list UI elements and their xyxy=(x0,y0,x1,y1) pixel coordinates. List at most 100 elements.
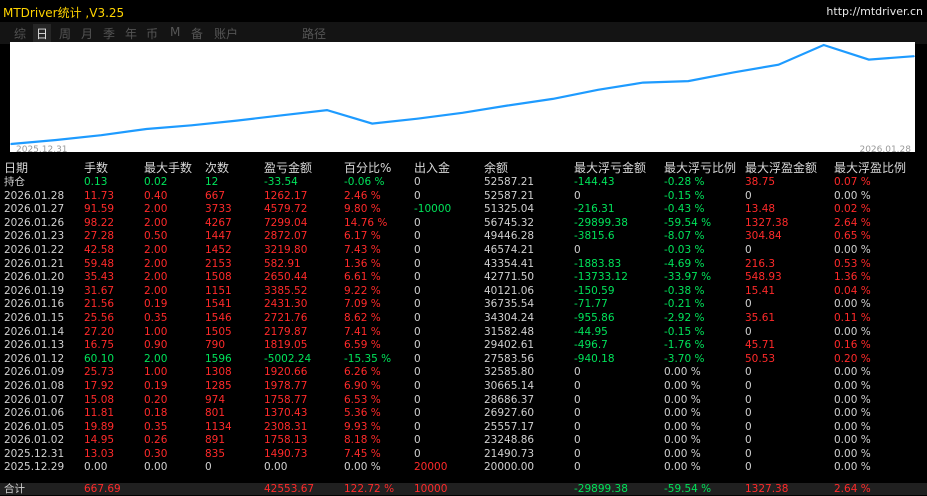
column-header[interactable]: 最大浮盈比例 xyxy=(834,161,907,175)
tab-2[interactable]: 周 xyxy=(59,27,72,41)
cell-mddp: 0.00 % xyxy=(664,447,701,460)
cell-count: 2153 xyxy=(205,257,232,270)
table-row[interactable]: 2026.01.28 11.73 0.40 667 1262.17 2.46 % 0 5258… xyxy=(0,190,927,204)
column-header[interactable]: 出入金 xyxy=(414,161,451,175)
table-row[interactable]: 2026.01.27 91.59 2.00 3733 4579.72 9.80 % -100… xyxy=(0,203,927,217)
column-header[interactable]: 盈亏金额 xyxy=(264,161,313,175)
cell-bal: 52587.21 xyxy=(484,189,535,202)
table-row[interactable]: 2026.01.02 14.95 0.26 891 1758.13 8.18 % 0 2324… xyxy=(0,434,927,448)
tab-0[interactable]: 综 xyxy=(14,27,27,41)
table-row[interactable]: 持仓 0.13 0.02 12 -33.54 -0.06 % 0 52587.21 -144.4… xyxy=(0,176,927,190)
cell-max_lots: 2.00 xyxy=(144,203,168,216)
cell-mdd: 0 xyxy=(574,461,581,474)
table-row[interactable]: 2026.01.23 27.28 0.50 1447 2872.07 6.17 % 0 494… xyxy=(0,230,927,244)
cell-count: 1452 xyxy=(205,243,232,256)
column-header[interactable]: 百分比% xyxy=(344,161,392,175)
cell-flow: 0 xyxy=(414,243,421,256)
tab-6[interactable]: 币 xyxy=(146,27,159,41)
cell-d: 2026.01.16 xyxy=(4,298,65,311)
table-row[interactable]: 2026.01.12 60.10 2.00 1596 -5002.24 -15.35 % 0… xyxy=(0,353,927,367)
table-row[interactable]: 2026.01.21 59.48 2.00 2153 582.91 1.36 % 0 4335… xyxy=(0,258,927,272)
cell-pnl: 1758.77 xyxy=(264,393,308,406)
column-header[interactable]: 手数 xyxy=(84,161,109,175)
table-row[interactable]: 2026.01.13 16.75 0.90 790 1819.05 6.59 % 0 2940… xyxy=(0,339,927,353)
cell-mdd: -29899.38 xyxy=(574,216,628,229)
table-row[interactable]: 2026.01.22 42.58 2.00 1452 3219.80 7.43 % 0 465… xyxy=(0,244,927,258)
cell-bal: 29402.61 xyxy=(484,339,535,352)
cell-d: 2025.12.31 xyxy=(4,447,65,460)
column-header[interactable]: 最大手数 xyxy=(144,161,193,175)
table-row[interactable]: 2026.01.26 98.22 2.00 4267 7299.04 14.76 % 0 56… xyxy=(0,217,927,231)
cell-lots: 27.28 xyxy=(84,230,115,243)
cell-bal: 43354.41 xyxy=(484,257,535,270)
table-row[interactable]: 2026.01.15 25.56 0.35 1546 2721.76 8.62 % 0 343… xyxy=(0,312,927,326)
table-row[interactable]: 2025.12.29 0.00 0.00 0 0.00 0.00 % 20000 20000.… xyxy=(0,461,927,475)
cell-mddp: -0.03 % xyxy=(664,243,705,256)
tab-4[interactable]: 季 xyxy=(103,27,116,41)
cell-lots: 19.89 xyxy=(84,420,115,433)
cell-mddp: -4.69 % xyxy=(664,257,705,270)
cell-pct: 9.80 % xyxy=(344,203,381,216)
equity-chart: 2025.12.31 2026.01.28 xyxy=(10,42,915,155)
table-row[interactable]: 2025.12.31 13.03 0.30 835 1490.73 7.45 % 0 2149… xyxy=(0,448,927,462)
cell-mfpp: 0.00 % xyxy=(834,243,871,256)
table-row[interactable]: 2026.01.14 27.20 1.00 1505 2179.87 7.41 % 0 315… xyxy=(0,326,927,340)
cell-mddp: -0.21 % xyxy=(664,298,705,311)
cell-d: 2026.01.08 xyxy=(4,379,65,392)
tab-8[interactable]: 备 xyxy=(191,27,204,41)
cell-bal: 40121.06 xyxy=(484,284,535,297)
column-header[interactable]: 余额 xyxy=(484,161,509,175)
cell-mfp: 0 xyxy=(745,447,752,460)
column-header[interactable]: 最大浮亏金额 xyxy=(574,161,647,175)
cell-mfpp: 2.64 % xyxy=(834,216,871,229)
column-header[interactable]: 次数 xyxy=(205,161,230,175)
tab-7[interactable]: M xyxy=(170,25,181,39)
table-row[interactable]: 2026.01.20 35.43 2.00 1508 2650.44 6.61 % 0 427… xyxy=(0,271,927,285)
cell-mfp: 0 xyxy=(745,379,752,392)
stats-table: 日期 手数 最大手数 次数 盈亏金额 百分比% 出入金 余额 最大浮亏金额 最大浮亏比例 最大浮盈金… xyxy=(0,160,927,475)
cell-max_lots: 0.00 xyxy=(144,461,168,474)
cell-flow: 0 xyxy=(414,434,421,447)
table-row[interactable]: 2026.01.16 21.56 0.19 1541 2431.30 7.09 % 0 367… xyxy=(0,298,927,312)
cell-bal: 32585.80 xyxy=(484,366,535,379)
cell-mfp: 304.84 xyxy=(745,230,782,243)
cell-mfpp: 0.53 % xyxy=(834,257,871,270)
tab-3[interactable]: 月 xyxy=(81,27,94,41)
cell-bal: 51325.04 xyxy=(484,203,535,216)
cell-bal: 46574.21 xyxy=(484,243,535,256)
total-mfpp: 2.64 % xyxy=(834,483,871,495)
table-row[interactable]: 2026.01.05 19.89 0.35 1134 2308.31 9.93 % 0 255… xyxy=(0,421,927,435)
cell-mfpp: 0.02 % xyxy=(834,203,871,216)
column-header[interactable]: 日期 xyxy=(4,161,29,175)
chart-start-date: 2025.12.31 xyxy=(16,145,68,155)
website-link[interactable]: http://mtdriver.cn xyxy=(826,5,923,18)
cell-pct: 6.53 % xyxy=(344,393,381,406)
cell-bal: 23248.86 xyxy=(484,434,535,447)
cell-d: 2026.01.02 xyxy=(4,434,65,447)
column-header[interactable]: 最大浮亏比例 xyxy=(664,161,737,175)
table-row[interactable]: 2026.01.06 11.81 0.18 801 1370.43 5.36 % 0 2692… xyxy=(0,407,927,421)
cell-mfpp: 0.65 % xyxy=(834,230,871,243)
cell-mfpp: 0.04 % xyxy=(834,284,871,297)
tab-5[interactable]: 年 xyxy=(125,27,138,41)
table-row[interactable]: 2026.01.19 31.67 2.00 1151 3385.52 9.22 % 0 401… xyxy=(0,285,927,299)
table-row[interactable]: 2026.01.09 25.73 1.00 1308 1920.66 6.26 % 0 325… xyxy=(0,366,927,380)
cell-mddp: -0.28 % xyxy=(664,176,705,188)
cell-d: 2026.01.19 xyxy=(4,284,65,297)
cell-count: 1308 xyxy=(205,366,232,379)
cell-pnl: 3385.52 xyxy=(264,284,308,297)
cell-bal: 56745.32 xyxy=(484,216,535,229)
cell-mfp: 0 xyxy=(745,407,752,420)
cell-d: 2026.01.20 xyxy=(4,271,65,284)
cell-pct: 6.26 % xyxy=(344,366,381,379)
cell-max_lots: 0.26 xyxy=(144,434,168,447)
cell-max_lots: 1.00 xyxy=(144,366,168,379)
cell-mdd: -3815.6 xyxy=(574,230,615,243)
tab-1[interactable]: 日 xyxy=(33,24,52,43)
table-row[interactable]: 2026.01.08 17.92 0.19 1285 1978.77 6.90 % 0 306… xyxy=(0,380,927,394)
column-header[interactable]: 最大浮盈金额 xyxy=(745,161,818,175)
tab-10[interactable]: 路径 xyxy=(302,27,327,41)
balance-point-8 xyxy=(371,122,374,125)
tab-9[interactable]: 账户 xyxy=(214,27,239,41)
table-row[interactable]: 2026.01.07 15.08 0.20 974 1758.77 6.53 % 0 2868… xyxy=(0,394,927,408)
